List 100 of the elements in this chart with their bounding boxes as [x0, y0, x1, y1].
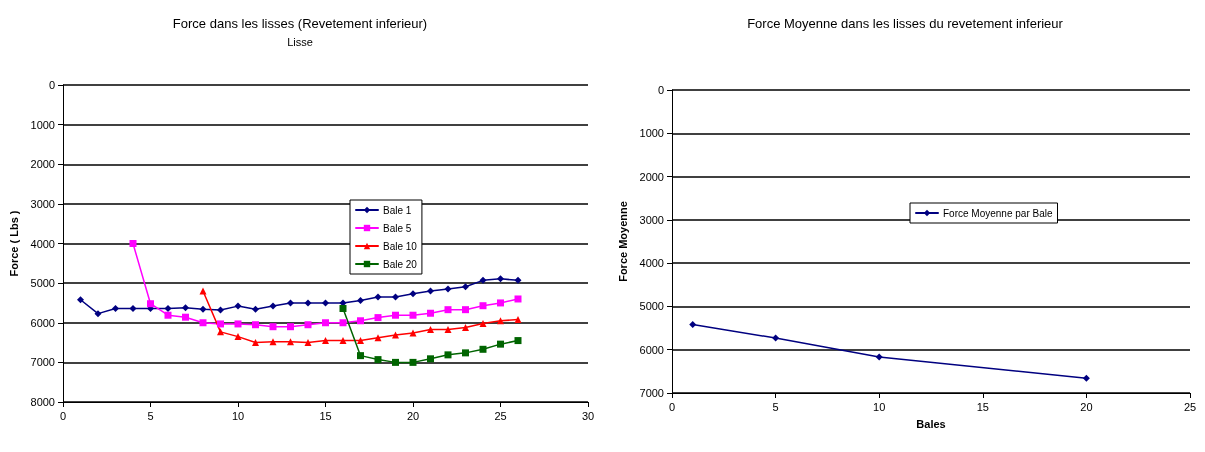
point — [199, 319, 207, 327]
point — [269, 323, 277, 331]
x-tick-label: 30 — [581, 409, 595, 422]
y-tick-label: 6000 — [639, 343, 664, 356]
x-tick-label: 15 — [976, 400, 989, 413]
point — [462, 306, 469, 314]
point — [514, 316, 522, 324]
point — [689, 321, 697, 329]
point — [147, 300, 154, 308]
legend-label: Bale 1 — [383, 204, 412, 216]
point — [409, 311, 417, 319]
y-tick-label: 2000 — [639, 170, 664, 183]
point — [182, 304, 189, 312]
x-tick-label: 0 — [668, 400, 676, 413]
point — [497, 275, 504, 283]
point — [339, 337, 347, 345]
point — [357, 297, 364, 305]
x-tick-label: 10 — [873, 400, 886, 413]
point — [772, 334, 780, 342]
point — [269, 302, 277, 310]
point — [339, 304, 347, 312]
point — [444, 285, 452, 293]
x-tick-label: 20 — [1080, 400, 1093, 413]
point — [462, 349, 469, 357]
point — [357, 337, 364, 345]
point — [497, 340, 504, 348]
y-tick-label: 0 — [48, 79, 55, 91]
point — [479, 320, 487, 328]
point — [479, 302, 487, 310]
point — [269, 338, 277, 346]
point — [357, 352, 364, 360]
y-tick-label: 7000 — [639, 387, 664, 399]
y-tick-label: 6000 — [30, 316, 55, 329]
point — [462, 283, 469, 291]
point — [164, 311, 172, 319]
point — [427, 325, 434, 333]
point — [94, 310, 102, 318]
point — [217, 306, 224, 314]
y-tick-label: 4000 — [639, 257, 664, 270]
point — [339, 319, 347, 327]
point — [462, 324, 469, 332]
y-tick-label: 1000 — [639, 127, 664, 140]
point — [199, 305, 207, 313]
point — [1082, 374, 1090, 382]
point — [392, 331, 399, 339]
point — [875, 353, 883, 361]
legend-label: Bale 10 — [383, 240, 418, 252]
point — [514, 337, 522, 345]
y-axis-title: Force ( Lbs ) — [7, 210, 20, 277]
point — [479, 276, 487, 284]
point — [199, 287, 207, 295]
x-tick-label: 0 — [59, 409, 67, 422]
legend-label: Force Moyenne par Bale — [943, 207, 1053, 219]
y-axis-title: Force Moyenne — [616, 201, 629, 282]
y-tick-label: 4000 — [30, 237, 55, 250]
point — [514, 295, 522, 303]
legend-label: Bale 5 — [383, 222, 412, 234]
y-tick-label: 2000 — [30, 158, 55, 171]
y-tick-label: 3000 — [30, 197, 55, 210]
point — [357, 317, 364, 325]
y-tick-label: 8000 — [30, 396, 55, 408]
point — [322, 299, 329, 307]
point — [287, 299, 294, 307]
point — [444, 306, 452, 314]
x-axis-title: Bales — [916, 417, 946, 430]
point — [497, 317, 504, 325]
point — [409, 358, 417, 366]
point — [304, 299, 312, 307]
y-tick-label: 0 — [657, 84, 664, 96]
x-tick-label: 20 — [406, 409, 420, 422]
point — [164, 304, 172, 312]
x-tick-label: 15 — [319, 409, 332, 422]
point — [374, 314, 382, 322]
chart-title: Force dans les lisses (Revetement inferieur) — [172, 16, 428, 31]
point — [252, 339, 259, 347]
point — [182, 313, 189, 321]
x-tick-label: 25 — [494, 409, 507, 422]
point — [217, 320, 224, 328]
point — [234, 320, 242, 328]
legend-label: Bale 20 — [383, 258, 418, 270]
point — [287, 338, 294, 346]
point — [234, 333, 242, 341]
point — [217, 328, 224, 336]
point — [497, 299, 504, 307]
x-tick-label: 10 — [231, 409, 245, 422]
point — [427, 355, 434, 363]
point — [374, 334, 382, 342]
point — [322, 319, 329, 327]
point — [252, 321, 259, 329]
y-tick-label: 3000 — [639, 213, 664, 226]
y-tick-label: 7000 — [30, 356, 55, 369]
point — [409, 290, 417, 298]
chart-title: Force Moyenne dans les lisses du revetement inferieur — [747, 16, 1064, 31]
point — [409, 329, 417, 337]
point — [514, 276, 522, 284]
point — [77, 296, 84, 304]
x-tick-label: 5 — [772, 400, 779, 413]
point — [444, 351, 452, 359]
point — [392, 311, 399, 319]
point — [374, 356, 382, 364]
